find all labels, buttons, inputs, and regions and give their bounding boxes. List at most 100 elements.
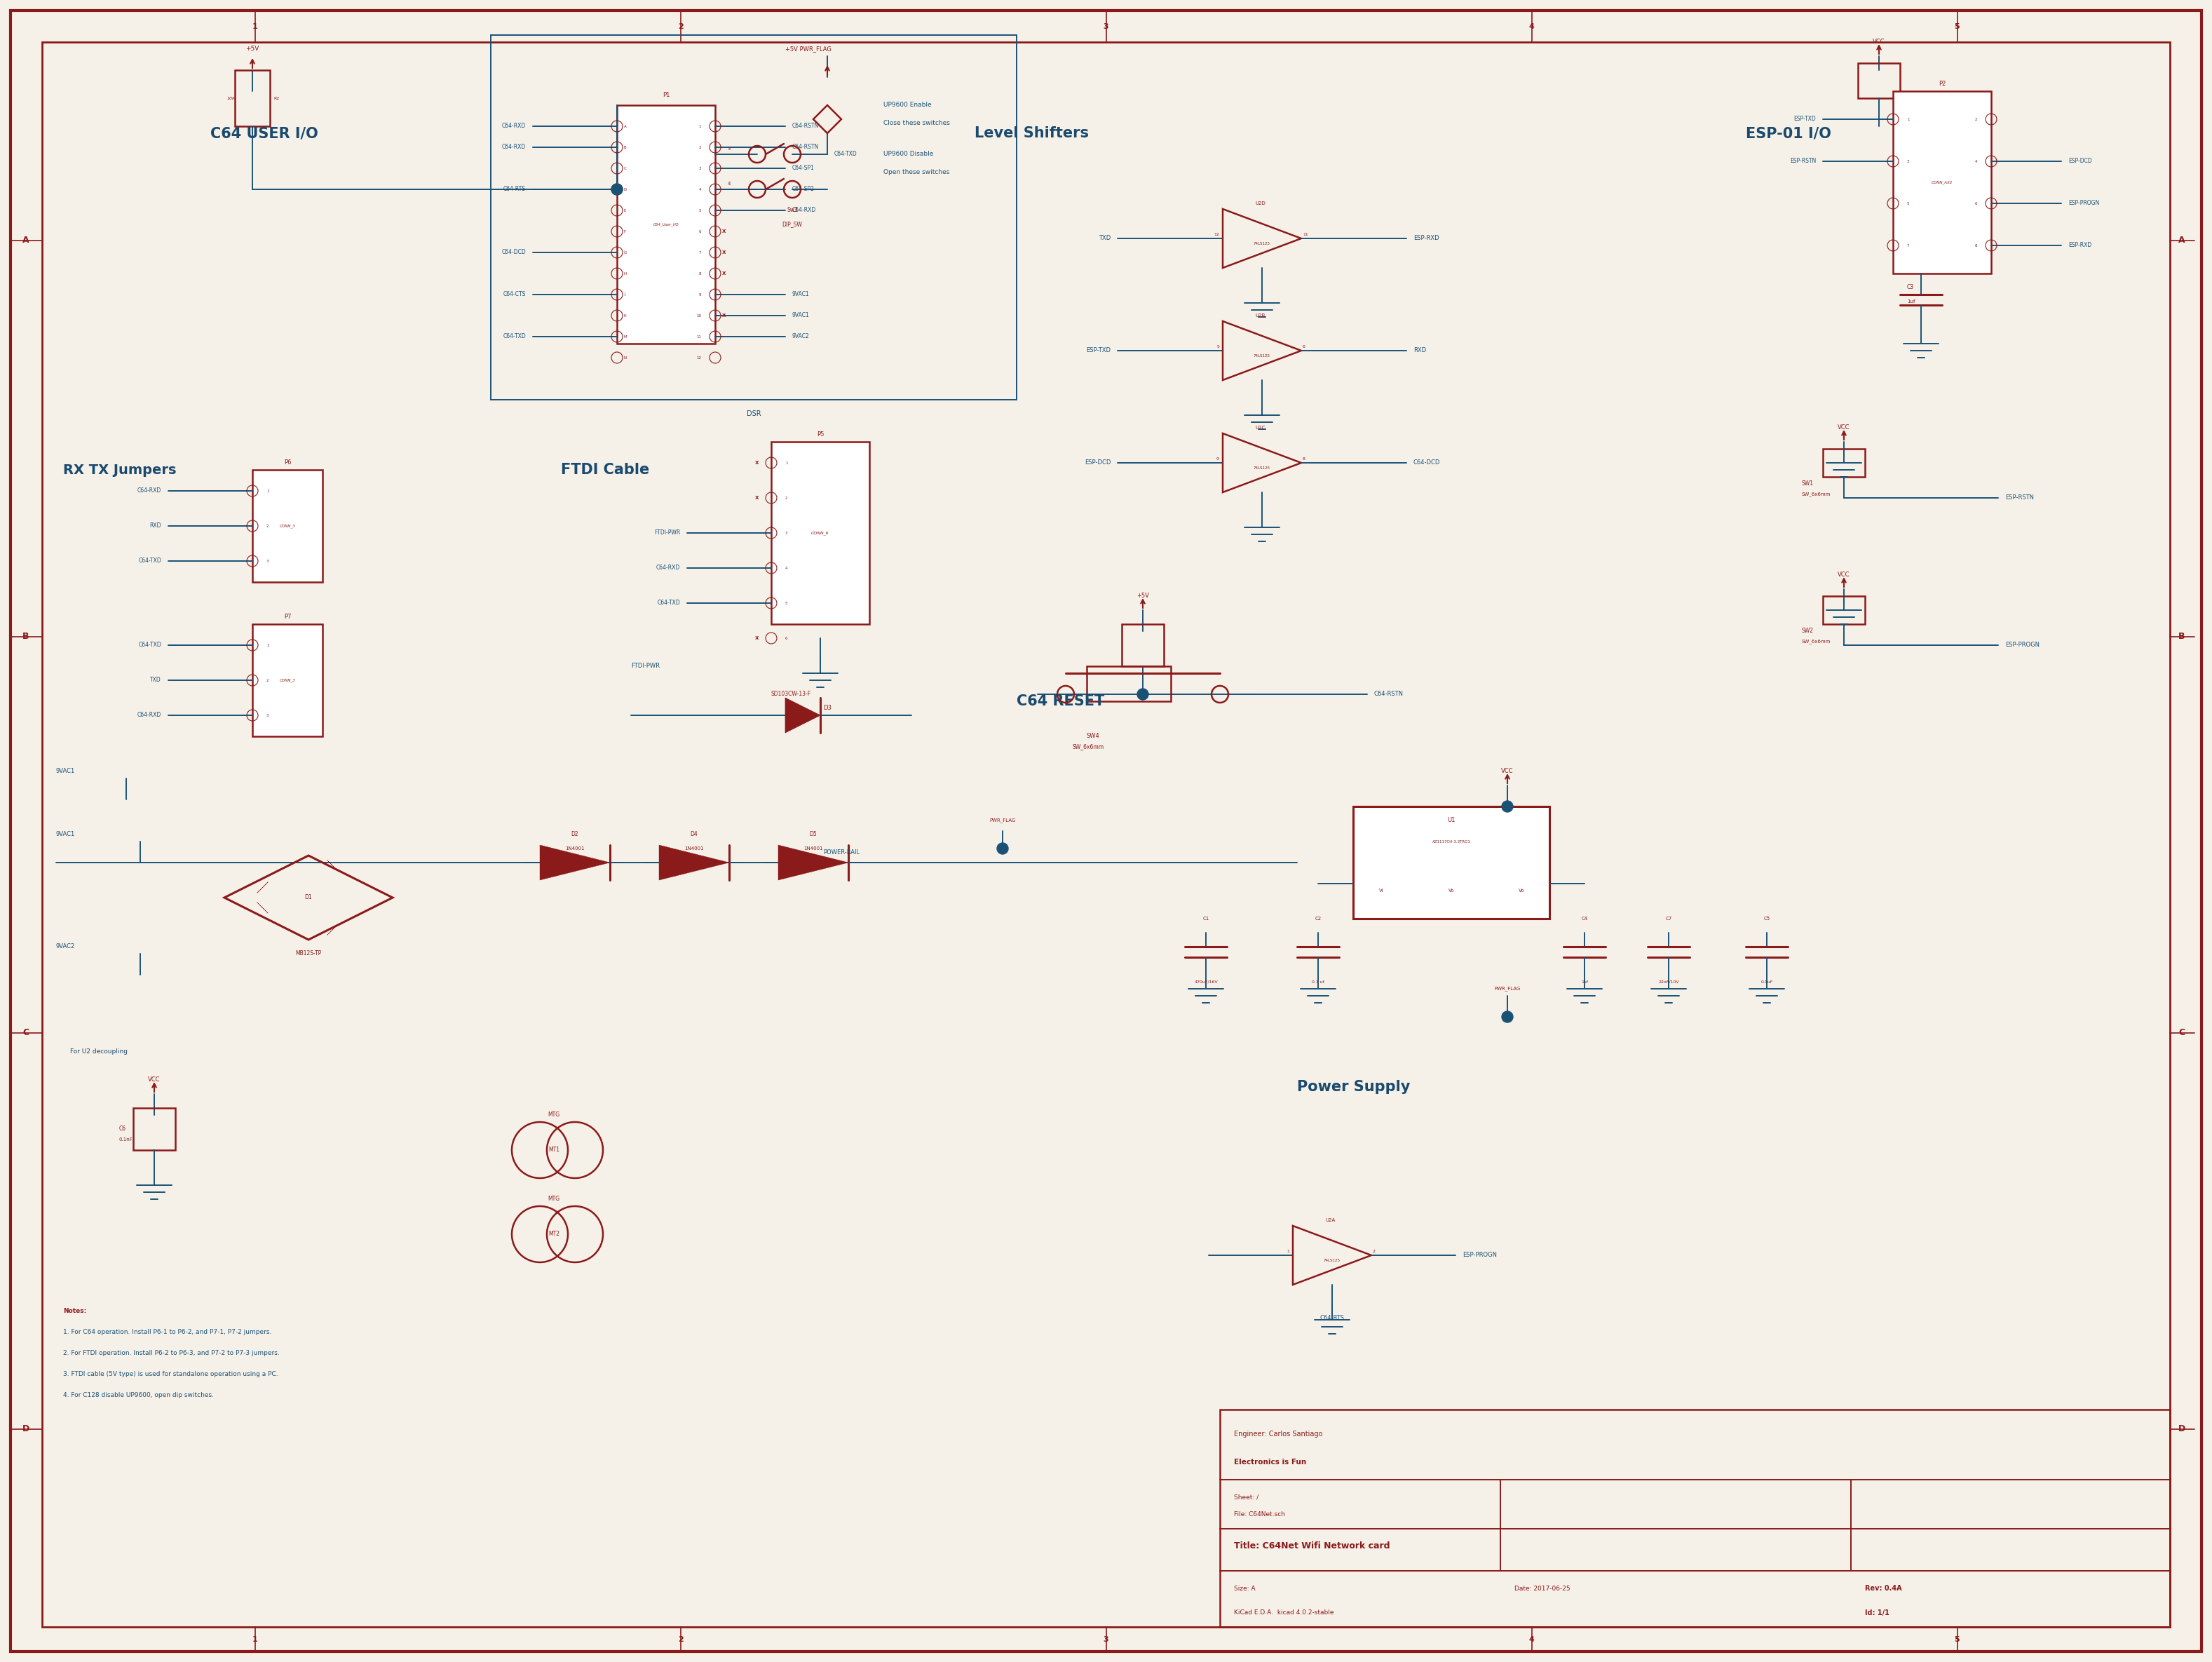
Text: File: C64Net.sch: File: C64Net.sch	[1234, 1511, 1285, 1517]
Text: UP9600 Disable: UP9600 Disable	[883, 151, 933, 158]
Text: PWR_FLAG: PWR_FLAG	[989, 818, 1015, 823]
Text: 9VAC1: 9VAC1	[792, 291, 810, 297]
Text: ESP-DCD: ESP-DCD	[1084, 460, 1110, 465]
Text: P2: P2	[1938, 81, 1947, 88]
Bar	[491, 35, 1018, 401]
Text: 0.1nF: 0.1nF	[119, 1137, 133, 1142]
Text: RXD: RXD	[150, 524, 161, 529]
Text: 4. For C128 disable UP9600, open dip switches.: 4. For C128 disable UP9600, open dip swi…	[64, 1393, 215, 1399]
Text: C7: C7	[1666, 916, 1672, 921]
Text: C64-SP2: C64-SP2	[792, 186, 814, 193]
Text: B: B	[22, 632, 29, 642]
Text: D1: D1	[305, 894, 312, 901]
Bar	[234, 70, 270, 126]
Text: 4: 4	[728, 181, 730, 186]
Polygon shape	[540, 844, 611, 881]
Text: ESP-01 I/O: ESP-01 I/O	[1745, 126, 1832, 140]
Text: Engineer: Carlos Santiago: Engineer: Carlos Santiago	[1234, 1431, 1323, 1438]
Text: U2D: U2D	[1254, 201, 1265, 206]
Text: 5: 5	[1955, 1635, 1960, 1644]
Text: C64-SP1: C64-SP1	[792, 165, 814, 171]
Text: Level Shifters: Level Shifters	[975, 126, 1088, 140]
Circle shape	[611, 184, 622, 194]
Text: U1: U1	[1447, 818, 1455, 824]
Circle shape	[998, 843, 1009, 854]
Text: 8: 8	[1975, 244, 1978, 248]
Text: 1: 1	[252, 1635, 257, 1644]
Text: C64-RXD: C64-RXD	[657, 565, 679, 572]
Text: C4: C4	[1582, 916, 1588, 921]
Text: 1: 1	[1287, 1250, 1290, 1253]
Polygon shape	[785, 698, 821, 733]
Text: E: E	[624, 209, 626, 213]
Text: U2C: U2C	[1254, 425, 1265, 430]
Text: 3: 3	[728, 146, 730, 151]
Text: D5: D5	[810, 831, 816, 838]
Text: C64-RTS: C64-RTS	[504, 186, 526, 193]
Text: 2: 2	[1975, 118, 1978, 121]
Text: C: C	[2179, 1029, 2185, 1037]
Text: 3: 3	[1907, 160, 1909, 163]
Text: VCC: VCC	[1838, 424, 1849, 430]
Text: VCC: VCC	[148, 1077, 161, 1084]
Text: D4: D4	[690, 831, 697, 838]
Text: ESP-RXD: ESP-RXD	[1413, 236, 1440, 241]
Text: 1N4001: 1N4001	[566, 846, 584, 851]
Text: X: X	[754, 637, 759, 640]
Text: CONN_6: CONN_6	[812, 530, 830, 535]
Text: 9VAC1: 9VAC1	[55, 831, 75, 838]
Text: Sheet: /: Sheet: /	[1234, 1494, 1259, 1501]
Text: D3: D3	[823, 705, 832, 711]
Text: MTG: MTG	[549, 1197, 560, 1202]
Text: ESP-TXD: ESP-TXD	[1794, 116, 1816, 123]
Text: 1: 1	[265, 489, 270, 492]
Text: G: G	[624, 251, 626, 254]
Text: FTDI-PWR: FTDI-PWR	[630, 663, 659, 670]
Text: C64 USER I/O: C64 USER I/O	[210, 126, 319, 140]
Text: For U2 decoupling: For U2 decoupling	[71, 1049, 128, 1055]
Text: RX TX Jumpers: RX TX Jumpers	[64, 464, 177, 477]
Text: 1uf: 1uf	[1907, 299, 1916, 304]
Text: Size: A: Size: A	[1234, 1586, 1256, 1592]
Text: SW4: SW4	[1086, 733, 1099, 740]
Text: C64-TXD: C64-TXD	[657, 600, 679, 607]
Text: C1: C1	[1203, 916, 1210, 921]
Text: X: X	[721, 271, 726, 276]
Text: Rev: 0.4A: Rev: 0.4A	[1865, 1586, 1902, 1592]
Text: C64-TXD: C64-TXD	[502, 334, 526, 339]
Text: Power Supply: Power Supply	[1296, 1080, 1411, 1094]
Text: 1uf: 1uf	[1582, 981, 1588, 984]
Polygon shape	[327, 861, 338, 871]
Text: PWR_FLAG: PWR_FLAG	[1495, 987, 1520, 991]
Polygon shape	[327, 924, 338, 936]
Bar	[1823, 449, 1865, 477]
Text: B: B	[2179, 632, 2185, 642]
Text: 74LS125: 74LS125	[1254, 243, 1270, 246]
Bar	[252, 625, 323, 736]
Text: 6: 6	[785, 637, 787, 640]
Text: Id: 1/1: Id: 1/1	[1865, 1609, 1889, 1617]
Text: P5: P5	[816, 432, 823, 439]
Text: ESP-PROGN: ESP-PROGN	[2068, 199, 2099, 206]
Text: 74LS125: 74LS125	[1254, 354, 1270, 357]
Text: 2: 2	[699, 146, 701, 150]
Text: A: A	[2179, 236, 2185, 244]
Text: MT2: MT2	[549, 1232, 560, 1238]
Bar	[1221, 1409, 2170, 1627]
Text: 11: 11	[1303, 233, 1307, 236]
Text: 1: 1	[252, 23, 257, 30]
Text: C2: C2	[1314, 916, 1321, 921]
Text: FTDI-PWR: FTDI-PWR	[655, 530, 679, 537]
Text: UP9600 Enable: UP9600 Enable	[883, 101, 931, 108]
Polygon shape	[659, 844, 730, 881]
Text: KiCad E.D.A.  kicad 4.0.2-stable: KiCad E.D.A. kicad 4.0.2-stable	[1234, 1610, 1334, 1615]
Polygon shape	[257, 902, 268, 912]
Text: C64_User_I/O: C64_User_I/O	[653, 223, 679, 226]
Text: Electronics is Fun: Electronics is Fun	[1234, 1459, 1307, 1466]
Text: 3: 3	[265, 713, 270, 716]
Text: M: M	[624, 334, 628, 339]
Text: C6: C6	[119, 1125, 126, 1132]
Text: VCC: VCC	[1502, 768, 1513, 774]
Text: 6: 6	[1303, 346, 1305, 349]
Text: 470uF/16V: 470uF/16V	[1194, 981, 1217, 984]
